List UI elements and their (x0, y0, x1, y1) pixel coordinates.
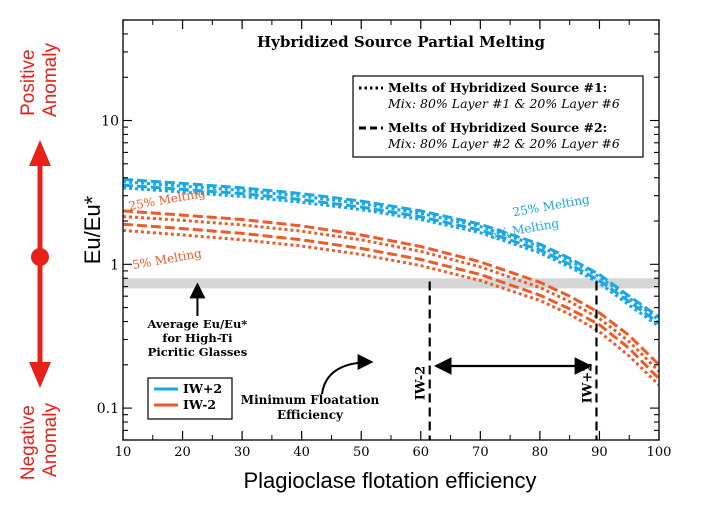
band-label-2: Picritic Glasses (148, 345, 248, 359)
x-axis-label: Plagioclase flotation efficiency (243, 468, 536, 493)
y-tick-label: 1 (110, 257, 119, 273)
x-tick-label: 50 (353, 445, 370, 460)
series-line-iw+2-25pct-src2 (122, 177, 660, 319)
x-tick-label: 100 (647, 445, 672, 460)
min-floatation-label-1: Minimum Floatation (241, 393, 380, 407)
series-line-iw-2-25pct-src2 (122, 209, 661, 366)
vline-label-1: IW+2 (580, 363, 595, 404)
melting-label-3: 5% Melting (131, 246, 203, 272)
legend-label-0: Melts of Hybridized Source #1: (388, 80, 607, 95)
color-legend-label-1: IW-2 (183, 397, 216, 412)
linestyle-legend: Melts of Hybridized Source #1:Mix: 80% L… (352, 75, 644, 158)
negative-anomaly-label: Negative Anomaly (18, 400, 61, 480)
anomaly-axis: Positive Anomaly Negative Anomaly (18, 43, 61, 481)
legend-sublabel-0: Mix: 80% Layer #1 & 20% Layer #6 (387, 96, 620, 111)
band-label-1: for High-Ti (162, 331, 233, 345)
chart-title: Hybridized Source Partial Melting (257, 33, 546, 51)
x-tick-label: 40 (293, 445, 310, 460)
series-line-iw+2-5pct-src1 (122, 186, 660, 328)
legend-label-1: Melts of Hybridized Source #2: (388, 120, 607, 135)
linestyle-legend-box (352, 75, 644, 158)
y-axis-label: Eu/Eu* (80, 195, 105, 264)
x-tick-label: 30 (234, 445, 251, 460)
x-tick-label: 10 (115, 445, 132, 460)
series-line-iw+2-5pct-src2 (122, 183, 660, 325)
series-line-iw-2-5pct-src2 (122, 222, 661, 380)
x-tick-label: 80 (532, 445, 549, 460)
anomaly-center-dot-icon (31, 248, 49, 266)
series-line-iw-2-25pct-src1 (122, 215, 661, 373)
color-legend: IW+2IW-2 (147, 377, 233, 420)
y-tick-label: 0.1 (97, 401, 119, 417)
melting-label-0: 25% Melting (512, 192, 591, 219)
series-line-iw+2-25pct-src1 (122, 180, 660, 322)
series-line-iw-2-5pct-src1 (122, 228, 661, 386)
reference-band (123, 278, 659, 289)
min-floatation-label-2: Efficiency (277, 408, 344, 422)
x-tick-label: 60 (413, 445, 430, 460)
vline-label-0: IW-2 (414, 366, 429, 400)
x-tick-label: 20 (174, 445, 191, 460)
color-legend-label-0: IW+2 (183, 381, 222, 396)
anomaly-up-arrow-icon (29, 140, 51, 166)
min-floatation-arrow-icon (321, 354, 374, 395)
anomaly-down-arrow-icon (29, 362, 51, 388)
x-tick-label: 90 (591, 445, 608, 460)
legend-sublabel-1: Mix: 80% Layer #2 & 20% Layer #6 (387, 136, 620, 151)
x-tick-label: 70 (472, 445, 489, 460)
color-legend-box (147, 377, 233, 420)
band-label-0: Average Eu/Eu* (147, 317, 248, 331)
y-tick-label: 10 (101, 114, 119, 130)
positive-anomaly-label: Positive Anomaly (18, 43, 61, 117)
